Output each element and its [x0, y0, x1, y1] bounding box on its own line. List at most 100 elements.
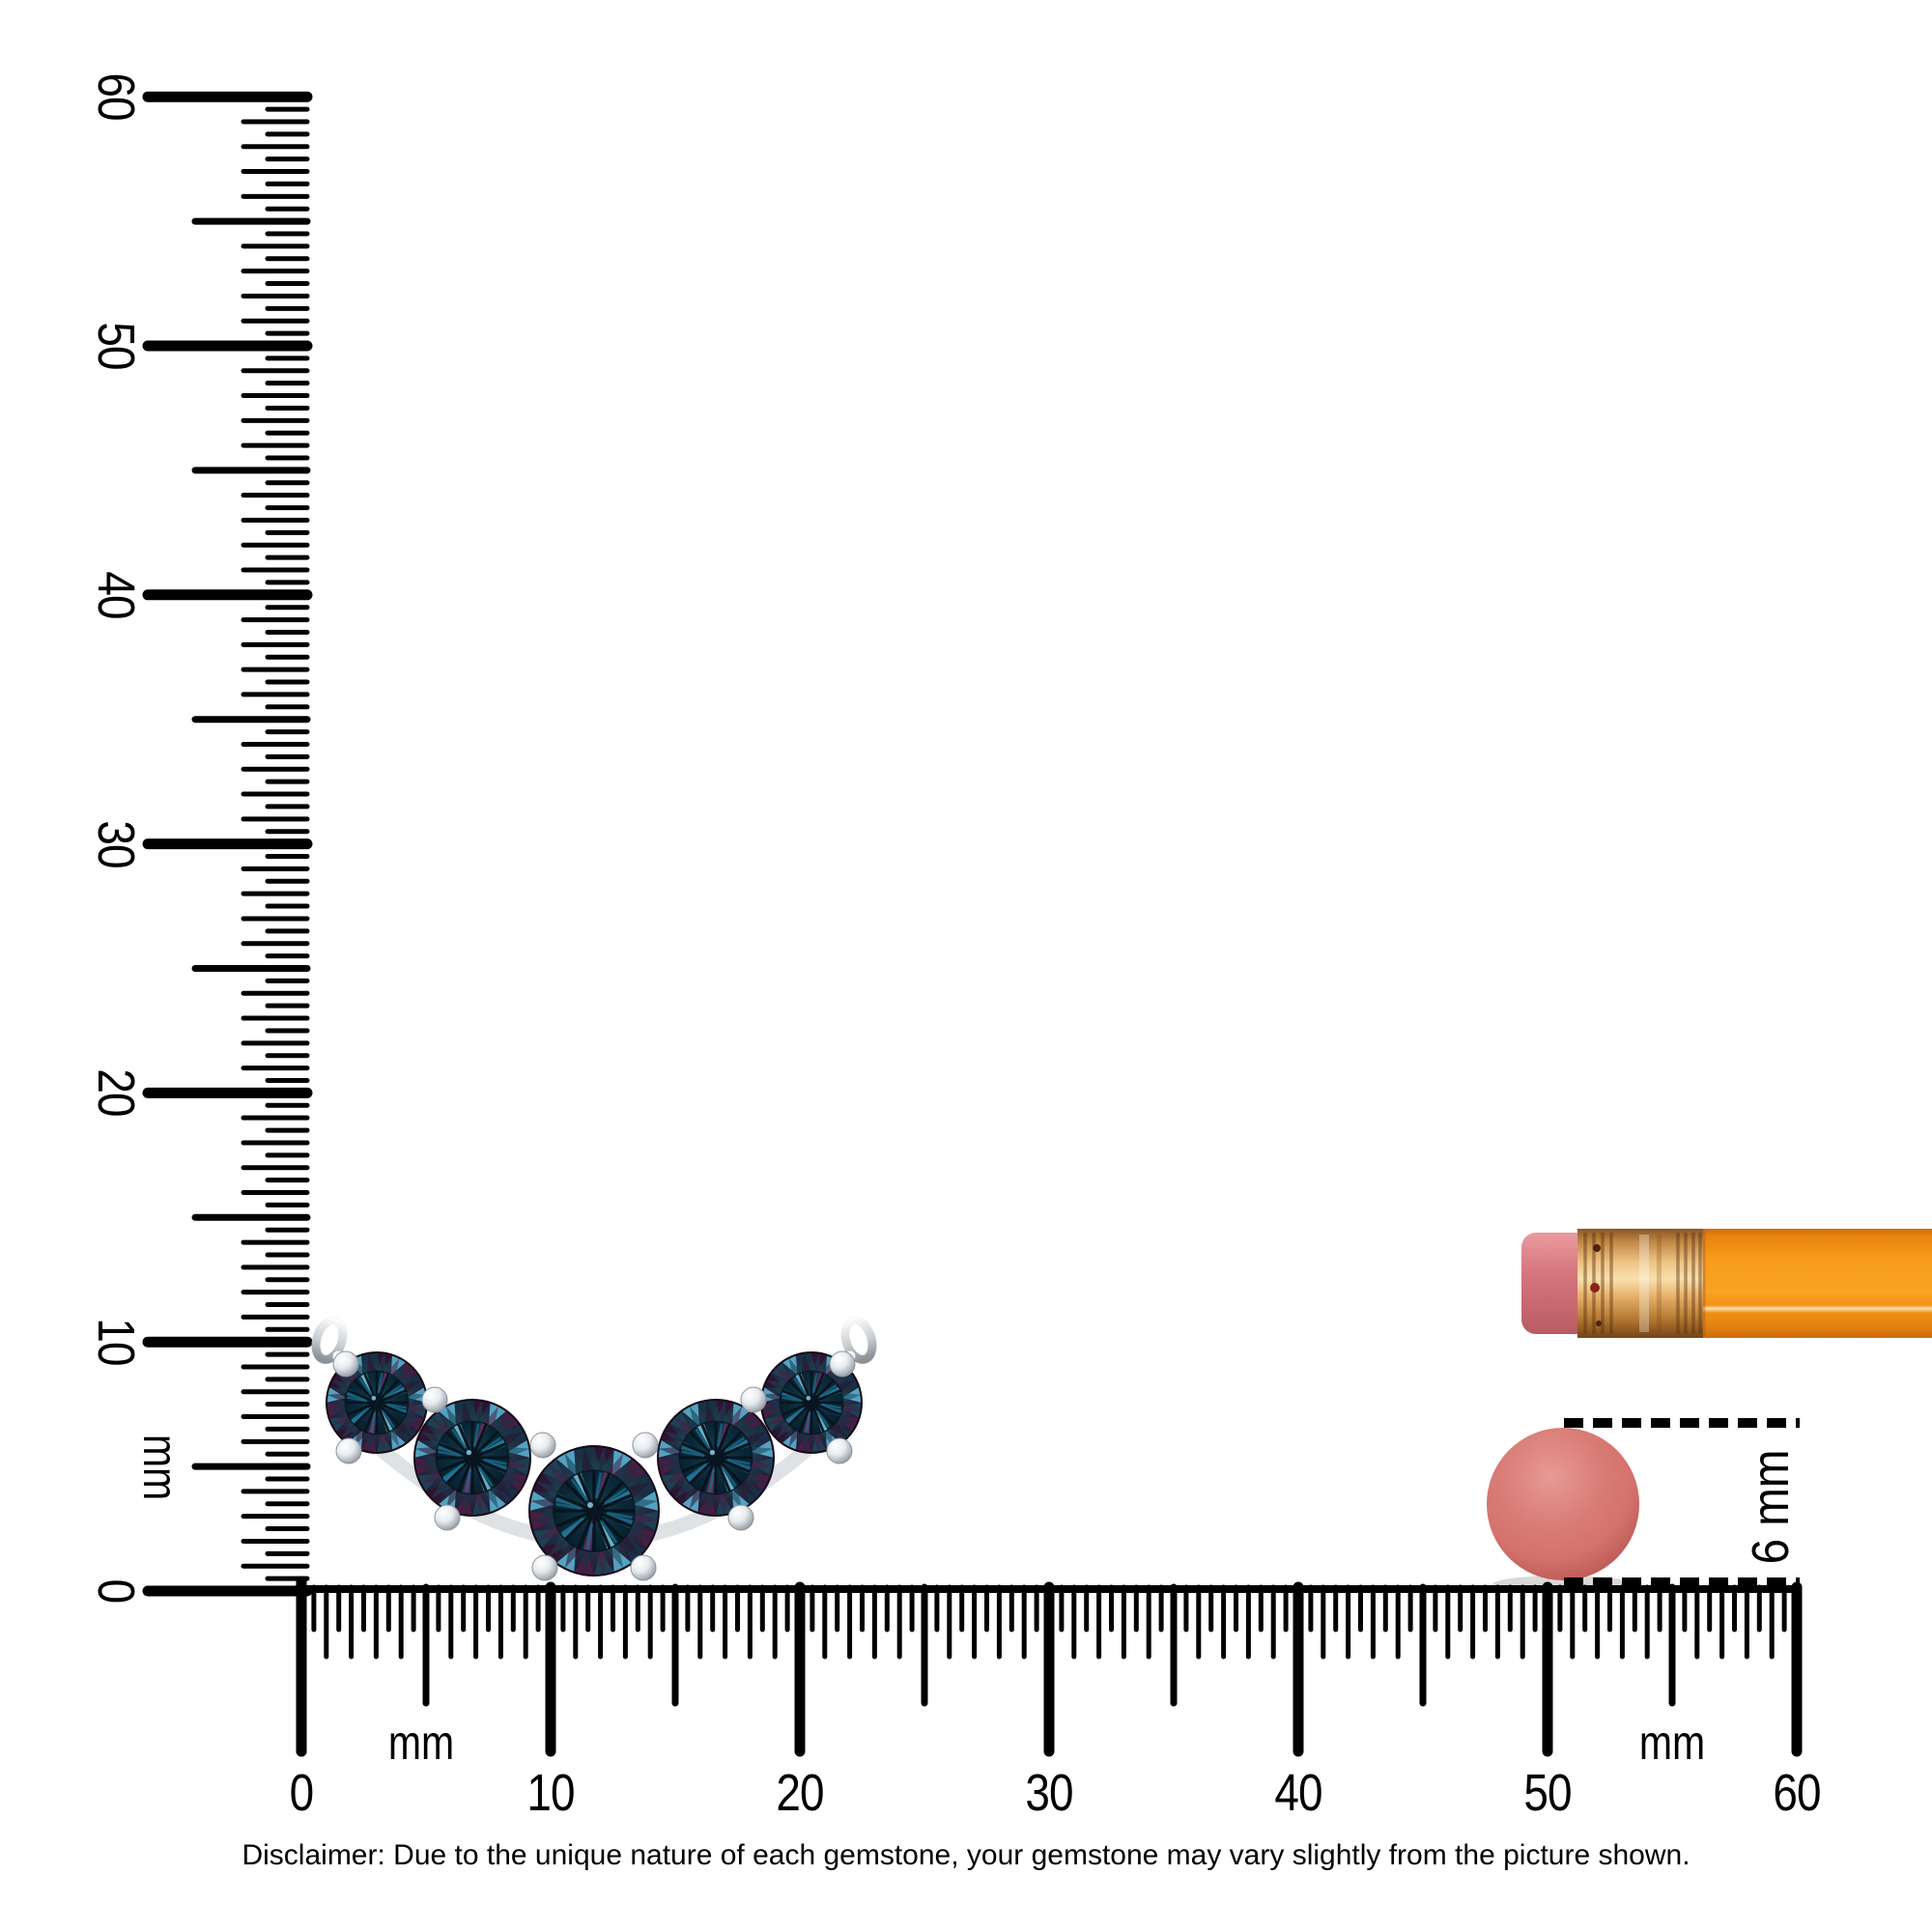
- gem-spoke: [555, 1512, 587, 1528]
- gem-girdle-facet: [726, 1487, 743, 1510]
- gem-girdle-facet: [431, 1416, 452, 1437]
- prong-ball: [829, 1350, 856, 1378]
- gem-spoke-light: [716, 1423, 724, 1447]
- gem-spoke: [473, 1463, 488, 1492]
- gem-girdle-facet: [716, 1492, 727, 1516]
- gem-girdle-facet: [674, 1478, 696, 1499]
- gem-spoke: [378, 1407, 390, 1433]
- gem-girdle-facet: [689, 1406, 705, 1429]
- gem-outline: [528, 1445, 660, 1577]
- gem-girdle-facet: [506, 1458, 530, 1469]
- gem-girdle-facet: [501, 1468, 525, 1485]
- gem-spoke: [798, 1407, 810, 1433]
- gemstone: [326, 1351, 428, 1454]
- gem-spoke: [380, 1406, 401, 1427]
- gem-girdle-facet: [776, 1420, 794, 1438]
- gem-spoke-light: [805, 1412, 811, 1433]
- gem-girdle-facet: [472, 1400, 484, 1424]
- gem-spoke: [814, 1406, 836, 1427]
- gem-spoke-light: [594, 1472, 603, 1499]
- gem-girdle-facet: [406, 1403, 427, 1412]
- gem-spoke: [722, 1459, 751, 1473]
- ferrule-shade: [1657, 1235, 1662, 1332]
- gem-girdle-facet: [829, 1420, 847, 1438]
- gem-spoke: [601, 1512, 633, 1528]
- gem-spoke-light: [377, 1373, 384, 1393]
- gem-girdle-facet: [377, 1352, 386, 1374]
- gem-spoke: [473, 1423, 488, 1452]
- gem-spoke: [681, 1459, 710, 1473]
- gem-sparkle: [806, 1395, 811, 1401]
- dimension-dashed-lines: [1564, 1418, 1800, 1587]
- gem-spoke: [382, 1389, 407, 1402]
- gem-outline: [413, 1399, 531, 1517]
- gem-girdle-facet: [367, 1352, 377, 1374]
- gem-girdle-facet: [483, 1487, 499, 1510]
- gem-spoke: [363, 1373, 376, 1398]
- gem-girdle-facet: [745, 1468, 768, 1485]
- gem-girdle-facet: [840, 1403, 862, 1412]
- gem-spoke-light: [726, 1458, 751, 1465]
- gem-girdle-facet: [811, 1352, 821, 1374]
- gem-spoke-light: [721, 1466, 737, 1488]
- gem-spoke: [577, 1518, 593, 1549]
- gem-spoke: [445, 1462, 469, 1485]
- gem-girdle-facet: [506, 1446, 530, 1458]
- gem-girdle-facet: [837, 1379, 857, 1394]
- gem-girdle-facet: [501, 1431, 525, 1447]
- gem-spoke: [689, 1431, 712, 1454]
- gem-spoke: [812, 1407, 825, 1433]
- gem-spoke-light: [724, 1436, 746, 1453]
- gem-girdle-facet: [726, 1406, 743, 1429]
- gem-girdle-facet: [461, 1492, 472, 1516]
- gem-girdle-facet: [594, 1548, 607, 1576]
- gem-girdle-facet: [582, 1548, 594, 1576]
- gem-girdle-facet: [529, 1511, 556, 1523]
- gem-girdle-facet: [536, 1481, 562, 1499]
- gem-spoke-light: [438, 1450, 462, 1458]
- gem-girdle-facet: [674, 1416, 696, 1437]
- gem-spoke-light: [604, 1487, 627, 1505]
- gem-spoke: [787, 1378, 809, 1400]
- prong-ball: [630, 1554, 657, 1581]
- gem-girdle-facet: [632, 1498, 659, 1511]
- gem-spoke: [478, 1442, 507, 1457]
- gem-girdle-facet: [367, 1432, 377, 1453]
- prong-ball: [740, 1386, 767, 1413]
- gem-girdle-facet: [414, 1458, 439, 1469]
- gem-girdle-facet: [736, 1478, 757, 1499]
- gem-girdle-facet: [658, 1446, 682, 1458]
- gem-girdle-facet: [704, 1492, 716, 1516]
- gem-spoke-light: [606, 1511, 633, 1520]
- gem-spoke: [478, 1459, 507, 1473]
- gem-spoke-light: [384, 1384, 403, 1398]
- gem-girdle-facet: [840, 1393, 862, 1403]
- pencil-body: [1703, 1229, 1932, 1338]
- gem-girdle-facet: [420, 1431, 443, 1447]
- gem-girdle-facet: [548, 1464, 571, 1488]
- bail-loop: [311, 1316, 348, 1364]
- gem-spoke-light: [686, 1463, 707, 1479]
- gem-spoke-light: [555, 1502, 582, 1511]
- ferrule-rivet-dot: [1590, 1283, 1600, 1293]
- gem-girdle-facet: [766, 1411, 786, 1426]
- gem-spoke: [353, 1378, 374, 1400]
- bail-loop: [840, 1316, 877, 1364]
- gem-spoke: [595, 1472, 611, 1504]
- gem-girdle-facet: [461, 1400, 472, 1424]
- gem-spoke-light: [347, 1396, 367, 1403]
- gem-spoke: [363, 1407, 376, 1433]
- gem-spoke: [595, 1518, 611, 1549]
- gemstone: [528, 1445, 660, 1577]
- gem-spoke: [717, 1423, 731, 1452]
- gem-spoke-light: [358, 1377, 372, 1396]
- gem-spoke-light: [483, 1458, 507, 1465]
- prong-ball: [727, 1504, 754, 1531]
- gem-spoke-light: [816, 1409, 830, 1429]
- gem-sparkle: [709, 1449, 716, 1456]
- gem-spoke-light: [370, 1412, 377, 1433]
- gem-spoke: [476, 1462, 499, 1485]
- gem-spoke-light: [600, 1520, 618, 1544]
- gem-spoke-light: [481, 1436, 502, 1453]
